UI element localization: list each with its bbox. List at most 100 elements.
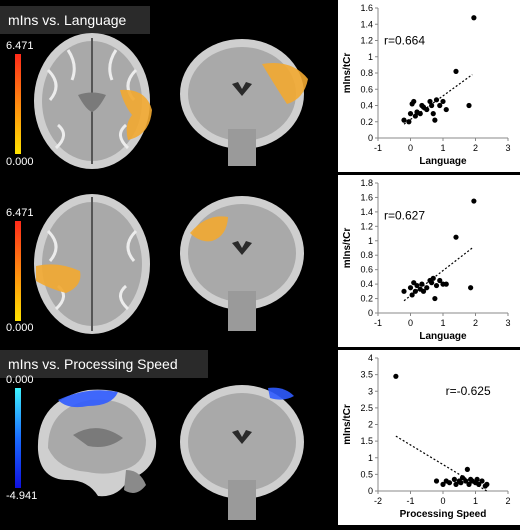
- data-point: [446, 480, 453, 486]
- data-point: [443, 281, 449, 287]
- data-point: [401, 288, 407, 294]
- data-point: [451, 476, 457, 482]
- data-point: [406, 119, 412, 125]
- panel-title: mIns vs. Processing Speed: [0, 350, 208, 378]
- colorbar-max-label: 6.471: [6, 40, 34, 52]
- y-tick-label: 0: [368, 486, 373, 496]
- y-tick-label: 0.8: [360, 68, 373, 78]
- data-point: [424, 285, 430, 291]
- data-point: [432, 295, 438, 302]
- y-tick-label: 0: [368, 133, 373, 143]
- correlation-annotation: r=0.664: [384, 33, 425, 47]
- y-tick-label: 3.5: [360, 370, 373, 380]
- data-point: [458, 480, 464, 486]
- data-point: [433, 282, 440, 289]
- colorbar: [15, 221, 21, 321]
- x-axis-label: Language: [419, 156, 467, 167]
- data-point: [433, 478, 440, 484]
- y-tick-label: 1.6: [360, 3, 373, 13]
- data-point: [409, 292, 415, 298]
- y-tick-label: 1: [368, 52, 373, 62]
- y-tick-label: 0.6: [360, 84, 373, 94]
- scatter-svg: 0 0.5 1 1.5 2 2.5 3 3.5 4 -2 -1 0 1 2 Processing Speed…: [342, 353, 511, 520]
- data-point: [464, 466, 470, 472]
- coronal-brain-slice: [180, 39, 308, 166]
- colorbar-min-label: -4.941: [6, 490, 38, 502]
- scatter-svg: 00.20.40.60.811.21.41.61.8-1 0 1 2 3Language…: [342, 178, 511, 342]
- y-tick-label: 1: [368, 236, 373, 246]
- data-point: [412, 288, 418, 294]
- data-point: [453, 234, 459, 240]
- y-tick-label: 4: [368, 353, 373, 363]
- data-point: [430, 275, 436, 281]
- colorbar: [15, 54, 21, 154]
- data-point: [420, 288, 427, 294]
- data-point: [440, 481, 446, 487]
- x-tick-label: 2: [473, 318, 478, 328]
- data-point: [440, 98, 446, 105]
- data-point: [484, 481, 490, 487]
- y-tick-label: 1.4: [360, 19, 373, 29]
- y-tick-label: 0.2: [360, 117, 373, 127]
- sagittal-brain-slice: [37, 389, 157, 497]
- data-point: [468, 285, 474, 291]
- x-tick-label: 1: [473, 496, 478, 506]
- y-tick-label: 1.2: [360, 36, 373, 46]
- y-tick-label: 1.8: [360, 178, 373, 188]
- x-tick-label: 0: [440, 496, 445, 506]
- coronal-brain-slice: [180, 385, 304, 520]
- y-tick-label: 2.5: [360, 403, 373, 413]
- x-tick-label: 2: [505, 496, 510, 506]
- data-point: [427, 98, 433, 105]
- data-point: [466, 481, 472, 487]
- scatter-svg: 00.20.40.60.811.21.41.6-1 0 1 2 3LanguagemIn…: [342, 3, 511, 167]
- scatter-plot: 0 0.5 1 1.5 2 2.5 3 3.5 4 -2 -1 0 1 2 Processing Speed…: [338, 350, 520, 525]
- correlation-annotation: r=0.627: [384, 208, 425, 222]
- axial-brain-slice: [34, 194, 150, 334]
- colorbar: [15, 388, 21, 488]
- data-point: [453, 68, 459, 74]
- x-tick-label: -1: [374, 143, 382, 153]
- y-tick-label: 0.6: [360, 265, 373, 275]
- x-tick-label: -2: [374, 496, 382, 506]
- panel-title: mIns vs. Language: [0, 6, 150, 34]
- data-point: [430, 111, 436, 117]
- data-point: [417, 111, 423, 117]
- y-tick-label: 0.2: [360, 294, 373, 304]
- data-point: [471, 15, 477, 21]
- x-axis-label: Processing Speed: [400, 509, 487, 520]
- x-tick-label: 3: [505, 318, 510, 328]
- scatter-plot: 0 0.2 0.4 0.6 0.8 1 1.2 1.4 1.6 -1 0 1 2 3 Language mIn…: [338, 0, 520, 172]
- axial-brain-slice: [34, 33, 152, 169]
- data-point: [476, 481, 482, 487]
- data-point: [437, 277, 443, 284]
- data-point: [432, 117, 438, 123]
- x-tick-label: 0: [408, 143, 413, 153]
- y-tick-label: 3: [368, 386, 373, 396]
- y-tick-label: 1.6: [360, 192, 373, 202]
- colorbar-max-label: 0.000: [6, 374, 34, 386]
- y-tick-label: 1.5: [360, 436, 373, 446]
- correlation-annotation: r=-0.625: [446, 384, 491, 398]
- colorbar-min-label: 0.000: [6, 156, 34, 168]
- y-tick-label: 0.5: [360, 469, 373, 479]
- x-tick-label: 3: [505, 143, 510, 153]
- data-point: [411, 98, 417, 105]
- data-point: [479, 478, 485, 484]
- data-point: [429, 102, 435, 109]
- data-point: [466, 102, 472, 109]
- x-tick-label: 2: [473, 143, 478, 153]
- x-tick-label: -1: [374, 318, 382, 328]
- data-point: [407, 285, 414, 291]
- y-tick-label: 2: [368, 420, 373, 430]
- data-point: [401, 117, 407, 123]
- data-point: [429, 280, 435, 286]
- data-point: [463, 478, 469, 484]
- x-tick-label: 1: [440, 143, 445, 153]
- y-axis-label: mIns/tCr: [342, 228, 353, 269]
- x-tick-label: -1: [406, 496, 414, 506]
- x-tick-label: 1: [440, 318, 445, 328]
- coronal-brain-slice: [180, 196, 304, 331]
- y-axis-label: mIns/tCr: [342, 53, 353, 94]
- data-point: [443, 106, 449, 113]
